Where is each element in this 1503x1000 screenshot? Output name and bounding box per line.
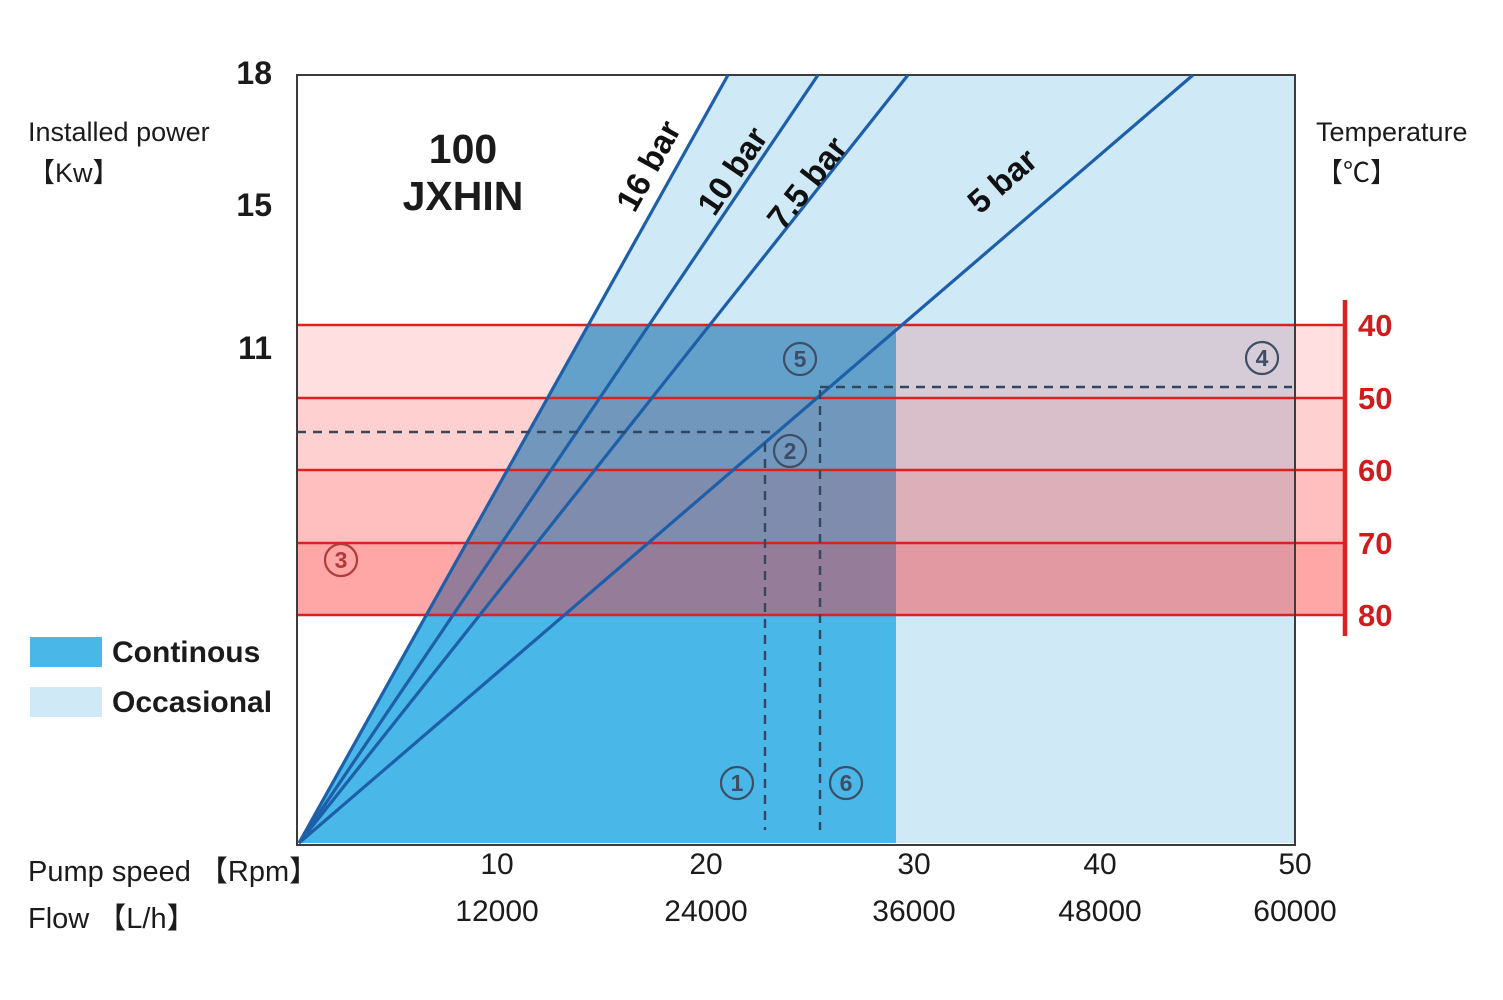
temp-tick-80: 80 [1358, 598, 1393, 633]
flow-tick-60000: 60000 [1253, 895, 1337, 928]
marker-label-6: 6 [840, 770, 853, 796]
legend-swatch-occasional [30, 687, 102, 717]
pressure-line-10-bar [297, 74, 820, 844]
marker-circle-2 [772, 433, 808, 469]
flow-tick-12000: 12000 [455, 895, 539, 928]
speed-tick-20: 20 [689, 848, 723, 881]
chart-title-line1: 100 [428, 126, 498, 172]
speed-tick-10: 10 [480, 848, 514, 881]
marker-circle-1 [719, 765, 755, 801]
speed-tick-30: 30 [897, 848, 931, 881]
pressure-line-7.5-bar [297, 74, 910, 844]
power-axis-title-line1: Installed power [28, 117, 210, 147]
temp-tick-60: 60 [1358, 453, 1393, 488]
marker-circle-4 [1244, 340, 1280, 376]
temp-tick-40: 40 [1358, 308, 1393, 343]
marker-label-2: 2 [784, 438, 797, 464]
speed-tick-50: 50 [1278, 848, 1312, 881]
chart-title-line2: JXHIN [402, 173, 524, 220]
pressure-line-16-bar [297, 74, 730, 844]
power-tick-18: 18 [236, 55, 272, 91]
legend-label-continuous: Continous [112, 636, 261, 669]
temp-axis-title-line2: 【℃】 [1316, 157, 1397, 188]
marker-label-3: 3 [335, 547, 348, 573]
power-tick-11: 11 [238, 330, 272, 366]
speed-axis-label: Pump speed 【Rpm】 [28, 856, 319, 888]
temp-tick-70: 70 [1358, 526, 1393, 561]
legend-swatch-continuous [30, 637, 102, 667]
legend-label-occasional: Occasional [112, 686, 273, 719]
marker-label-5: 5 [794, 346, 807, 372]
speed-tick-40: 40 [1083, 848, 1117, 881]
power-tick-15: 15 [236, 187, 272, 223]
chart-frame [296, 74, 1296, 846]
flow-tick-48000: 48000 [1058, 895, 1142, 928]
marker-circle-6 [828, 765, 864, 801]
marker-label-1: 1 [731, 770, 744, 796]
chart-title: 100 JXHIN [358, 126, 568, 220]
pressure-line-5-bar [297, 73, 1195, 845]
flow-tick-36000: 36000 [872, 895, 956, 928]
temp-tick-50: 50 [1358, 381, 1393, 416]
temp-axis-title: Temperature 【℃】 [1316, 112, 1468, 193]
flow-axis-label: Flow 【L/h】 [28, 903, 196, 935]
power-axis-title-line2: 【Kw】 [28, 157, 120, 188]
flow-tick-24000: 24000 [664, 895, 748, 928]
marker-circle-3 [323, 542, 359, 578]
marker-label-4: 4 [1256, 345, 1269, 371]
temp-axis-title-line1: Temperature [1316, 117, 1468, 147]
marker-circle-5 [782, 341, 818, 377]
power-axis-title: Installed power 【Kw】 [28, 112, 210, 193]
